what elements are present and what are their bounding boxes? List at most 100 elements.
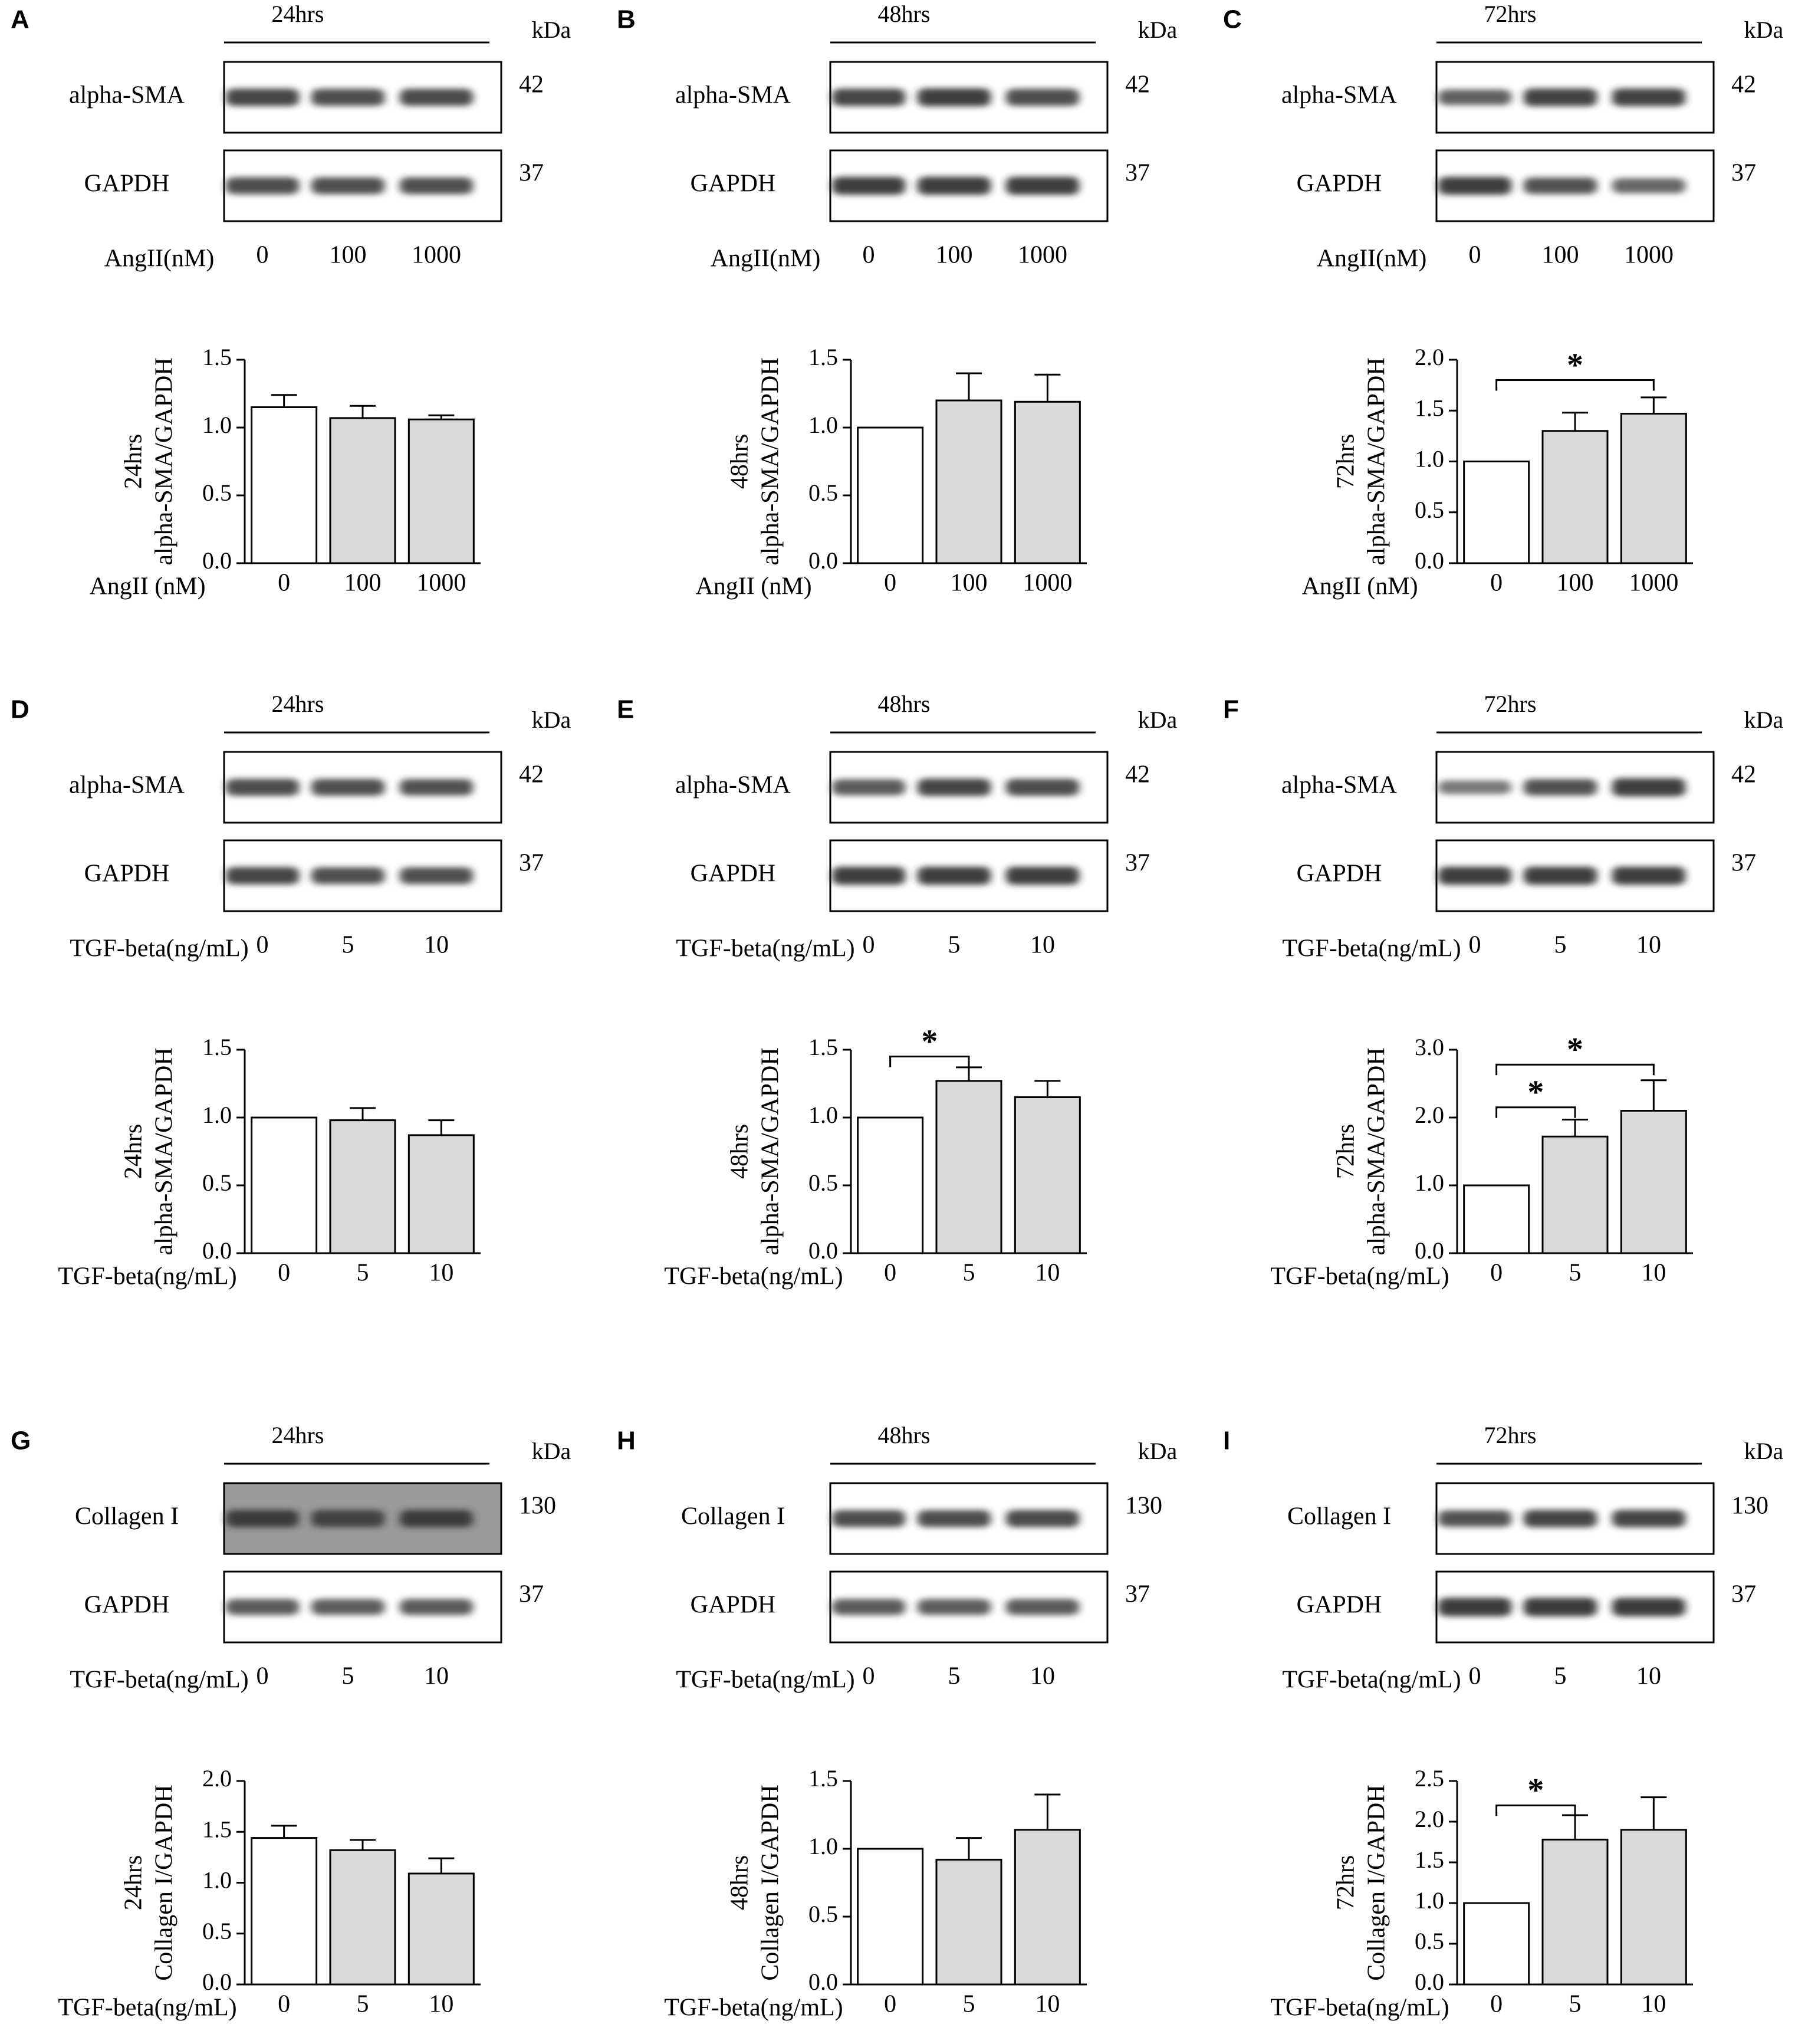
blot-band — [1006, 88, 1079, 106]
blot-band — [1612, 178, 1685, 193]
bar — [1541, 1135, 1609, 1254]
y-axis-label-time: 48hrs — [726, 1855, 754, 1910]
panel-letter: E — [617, 695, 634, 724]
bar — [329, 1119, 396, 1254]
kda-header: kDa — [532, 706, 571, 733]
blot-band — [832, 88, 905, 106]
y-axis-label-ratio: alpha-SMA/GAPDH — [1363, 1047, 1390, 1255]
y-tick-label: 1.0 — [808, 1833, 838, 1859]
x-tick-label: 0 — [278, 570, 290, 597]
y-axis-label-time: 24hrs — [120, 434, 147, 489]
bar-chart: 0.0 0.5 1.0 1.5 24hrs alpha-SMA/GAPDH 0 5 10 TGF-… — [58, 1034, 481, 1290]
blot-row-label: alpha-SMA — [1281, 82, 1398, 109]
blot-band — [832, 866, 905, 885]
panel-h: H 48hrs kDa Collagen I 130 GAPDH 37 TGF-beta(ng… — [617, 1422, 1178, 2021]
blot-band — [1524, 178, 1597, 194]
panel-f: F 72hrs kDa alpha-SMA 42 GAPDH 37 TGF-beta(ng/m… — [1223, 691, 1784, 1290]
x-tick-label: 5 — [1569, 1991, 1582, 2018]
y-axis-label-time: 24hrs — [120, 1855, 147, 1910]
blot-kda-value: 37 — [1731, 160, 1756, 187]
blot-band — [1612, 778, 1685, 797]
x-tick-label: 10 — [1035, 1260, 1060, 1287]
blot-band — [832, 779, 905, 796]
blot-row-label: alpha-SMA — [675, 772, 791, 799]
bar — [407, 1134, 475, 1254]
y-tick-label: 0.5 — [202, 1169, 232, 1196]
blot-row-label: GAPDH — [84, 1592, 170, 1619]
kda-header: kDa — [532, 17, 571, 43]
x-axis-label: TGF-beta(ng/mL) — [58, 1263, 236, 1290]
bar — [407, 418, 475, 564]
blot-band — [1006, 176, 1079, 195]
blot-band — [400, 1510, 473, 1527]
blot-band — [1006, 866, 1079, 885]
x-axis-label: AngII (nM) — [695, 573, 811, 600]
blot-band — [832, 1510, 905, 1527]
blot-treatment-label: TGF-beta(ng/mL) — [676, 1667, 854, 1694]
significance-star: * — [921, 1023, 938, 1060]
blot-treatment-label: AngII(nM) — [104, 245, 215, 272]
blot-row-label: GAPDH — [691, 170, 776, 198]
y-tick-label: 2.5 — [1415, 1765, 1444, 1792]
y-tick-label: 0.0 — [202, 1237, 232, 1264]
blot-lane-label: 5 — [342, 1663, 354, 1690]
y-tick-label: 1.0 — [202, 1867, 232, 1894]
blot-band — [1006, 778, 1079, 796]
blot-band — [1524, 1510, 1597, 1527]
x-tick-label: 10 — [429, 1991, 453, 2018]
y-tick-label: 2.0 — [1415, 344, 1444, 370]
bar-chart: 0.0 0.5 1.0 1.5 48hrs alpha-SMA/GAPDH 0 5 10 TGF-… — [664, 1023, 1087, 1290]
bar-chart: 0.0 0.5 1.0 1.5 2.0 2.5 72hrs Collagen I/GAPDH 0… — [1270, 1765, 1693, 2022]
y-axis-label-time: 72hrs — [1333, 1855, 1360, 1910]
blot-lane-label: 5 — [1554, 932, 1567, 959]
bar — [251, 406, 318, 564]
x-axis-label: TGF-beta(ng/mL) — [1270, 1263, 1449, 1290]
blot-kda-value: 37 — [1125, 1581, 1150, 1608]
blot-lane-label: 0 — [257, 932, 269, 959]
y-tick-label: 1.0 — [808, 412, 838, 438]
blot-row-label: Collagen I — [1287, 1503, 1391, 1530]
x-tick-label: 1000 — [1023, 570, 1072, 597]
blot-treatment-label: AngII(nM) — [711, 245, 821, 272]
blot-row-label: GAPDH — [1297, 170, 1382, 198]
panel-letter: G — [11, 1427, 31, 1455]
blot-band — [1438, 1598, 1511, 1616]
kda-header: kDa — [1138, 1438, 1178, 1464]
western-blot: 72hrs kDa Collagen I 130 GAPDH 37 TGF-beta(ng/… — [1282, 1422, 1783, 1693]
blot-lane-label: 0 — [257, 242, 269, 269]
x-tick-label: 1000 — [416, 570, 466, 597]
y-tick-label: 1.5 — [808, 1034, 838, 1060]
blot-band — [226, 778, 299, 796]
blot-time-label: 48hrs — [878, 691, 931, 717]
bar — [1541, 1838, 1609, 1986]
panel-letter: C — [1223, 5, 1242, 34]
x-tick-label: 100 — [951, 570, 988, 597]
y-tick-label: 0.0 — [1415, 547, 1444, 574]
bar — [935, 399, 1002, 564]
blot-time-label: 72hrs — [1484, 691, 1537, 717]
western-blot: 24hrs kDa alpha-SMA 42 GAPDH 37 TGF-beta(ng/mL… — [69, 691, 571, 962]
bar — [1014, 1096, 1081, 1254]
y-tick-label: 0.5 — [808, 479, 838, 506]
x-tick-label: 5 — [963, 1991, 975, 2018]
y-tick-label: 1.0 — [808, 1102, 838, 1128]
blot-kda-value: 42 — [519, 71, 544, 98]
blot-time-label: 72hrs — [1484, 1422, 1537, 1448]
blot-band — [1438, 1510, 1511, 1527]
blot-lane-label: 5 — [1554, 1663, 1567, 1690]
significance-bracket — [1495, 379, 1655, 391]
x-tick-label: 5 — [963, 1260, 975, 1287]
bar — [251, 1837, 318, 1986]
y-axis-label-time: 48hrs — [726, 434, 754, 489]
blot-row-label: GAPDH — [84, 860, 170, 888]
western-blot: 48hrs kDa Collagen I 130 GAPDH 37 TGF-beta(ng/… — [676, 1422, 1177, 1693]
blot-band — [918, 88, 991, 107]
blot-band — [311, 778, 384, 796]
blot-lane-label: 0 — [1469, 1663, 1481, 1690]
blot-lane-label: 10 — [424, 1663, 449, 1690]
panel-c: C 72hrs kDa alpha-SMA 42 GAPDH 37 AngII(nM) 0 100… — [1223, 1, 1784, 600]
blot-row-label: alpha-SMA — [675, 82, 791, 109]
panel-e: E 48hrs kDa alpha-SMA 42 GAPDH 37 TGF-beta(ng/m… — [617, 691, 1178, 1290]
y-axis-label-ratio: alpha-SMA/GAPDH — [1363, 357, 1390, 565]
